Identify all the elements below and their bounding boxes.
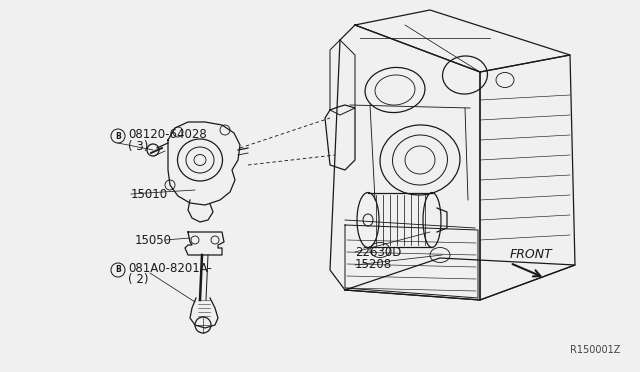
Text: 15010: 15010 [131,187,168,201]
Text: 22630D: 22630D [355,246,401,259]
Text: 15050: 15050 [135,234,172,247]
Text: 08120-64028: 08120-64028 [128,128,207,141]
Text: ( 2): ( 2) [128,273,148,286]
Text: R150001Z: R150001Z [570,345,620,355]
Text: FRONT: FRONT [510,248,553,262]
Text: B: B [115,131,121,141]
Text: 081A0-8201A-: 081A0-8201A- [128,262,212,275]
Text: ( 3): ( 3) [128,140,148,153]
Text: 15208: 15208 [355,259,392,272]
Text: B: B [115,266,121,275]
